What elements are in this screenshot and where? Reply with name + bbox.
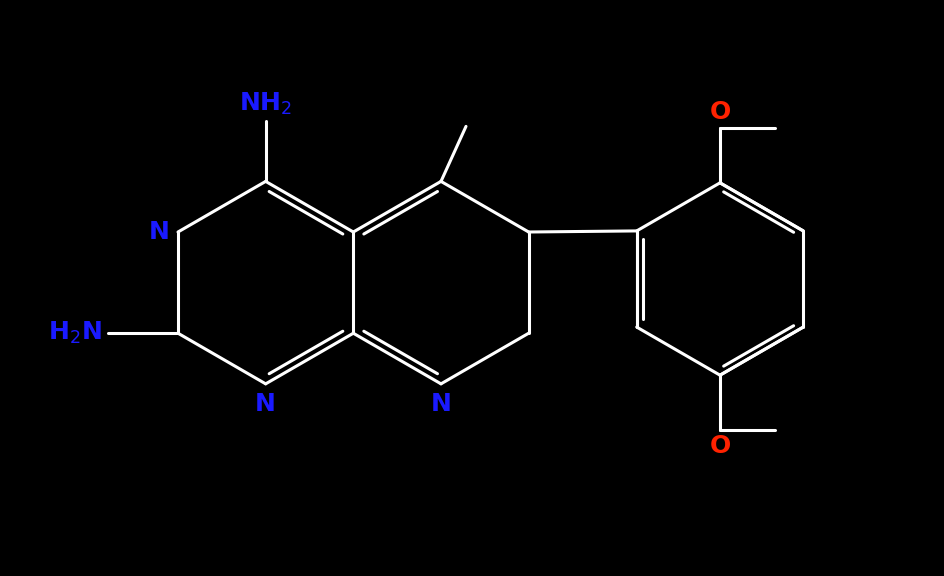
- Text: N: N: [149, 220, 170, 244]
- Text: H$_2$N: H$_2$N: [48, 320, 102, 346]
- Text: N: N: [430, 392, 451, 416]
- Text: N: N: [255, 392, 276, 416]
- Text: O: O: [709, 434, 731, 458]
- Text: NH$_2$: NH$_2$: [239, 91, 292, 118]
- Text: O: O: [709, 100, 731, 124]
